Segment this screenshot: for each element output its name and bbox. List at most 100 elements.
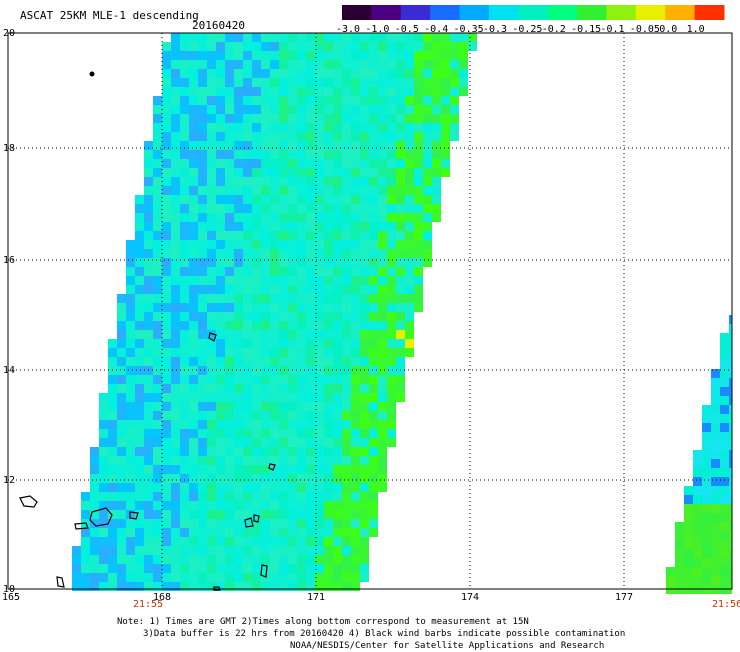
swath-cell [108, 546, 117, 555]
swath-cell [144, 339, 153, 348]
swath-cell [234, 411, 243, 420]
swath-cell [162, 78, 171, 87]
swath-cell [180, 456, 189, 465]
swath-cell [405, 69, 414, 78]
swath-cell [252, 447, 261, 456]
swath-cell [153, 168, 162, 177]
swath-cell [135, 375, 144, 384]
swath-cell [324, 528, 333, 537]
swath-cell [360, 393, 369, 402]
swath-main-cells [72, 33, 477, 591]
swath-cell [180, 564, 189, 573]
swath-cell [243, 474, 252, 483]
swath-cell [720, 414, 729, 423]
swath-cell [117, 474, 126, 483]
swath-cell [432, 195, 441, 204]
swath-cell [216, 510, 225, 519]
swath-cell [135, 195, 144, 204]
color-scale-label: -0.15 [571, 24, 602, 35]
swath-cell [225, 420, 234, 429]
swath-cell [144, 240, 153, 249]
swath-cell [378, 213, 387, 222]
swath-cell [225, 312, 234, 321]
swath-cell [459, 78, 468, 87]
swath-cell [351, 348, 360, 357]
swath-cell [117, 411, 126, 420]
swath-cell [684, 513, 693, 522]
swath-cell [144, 429, 153, 438]
swath-cell [324, 240, 333, 249]
swath-cell [288, 285, 297, 294]
swath-cell [396, 78, 405, 87]
swath-cell [252, 294, 261, 303]
swath-cell [351, 168, 360, 177]
swath-cell [288, 492, 297, 501]
swath-cell [234, 357, 243, 366]
swath-cell [288, 402, 297, 411]
swath-cell [369, 474, 378, 483]
swath-cell [315, 123, 324, 132]
swath-cell [261, 573, 270, 582]
swath-cell [216, 159, 225, 168]
swath-cell [297, 69, 306, 78]
swath-cell [423, 159, 432, 168]
swath-cell [306, 69, 315, 78]
swath-cell [432, 150, 441, 159]
swath-cell [270, 375, 279, 384]
swath-cell [189, 69, 198, 78]
swath-cell [351, 87, 360, 96]
swath-cell [306, 321, 315, 330]
swath-cell [189, 96, 198, 105]
swath-cell [684, 540, 693, 549]
swath-cell [207, 519, 216, 528]
swath-cell [162, 105, 171, 114]
swath-cell [441, 42, 450, 51]
swath-cell [135, 258, 144, 267]
swath-cell [423, 231, 432, 240]
swath-cell [720, 459, 729, 468]
swath-cell [117, 303, 126, 312]
swath-cell [81, 528, 90, 537]
swath-cell [270, 384, 279, 393]
swath-cell [144, 420, 153, 429]
swath-cell [729, 495, 732, 504]
swath-cell [423, 78, 432, 87]
longitude-label: 168 [153, 592, 172, 603]
swath-cell [333, 105, 342, 114]
swath-cell [684, 567, 693, 576]
swath-cell [306, 339, 315, 348]
swath-cell [189, 429, 198, 438]
swath-cell [162, 303, 171, 312]
swath-cell [315, 33, 324, 42]
swath-cell [279, 393, 288, 402]
swath-cell [234, 555, 243, 564]
swath-cell [225, 528, 234, 537]
swath-cell [279, 267, 288, 276]
swath-cell [261, 186, 270, 195]
swath-cell [387, 168, 396, 177]
swath-cell [351, 105, 360, 114]
swath-cell [378, 87, 387, 96]
swath-cell [279, 114, 288, 123]
swath-cell [324, 312, 333, 321]
swath-cell [126, 267, 135, 276]
swath-cell [225, 186, 234, 195]
swath-cell [144, 231, 153, 240]
swath-cell [378, 168, 387, 177]
swath-cell [324, 330, 333, 339]
swath-cell [324, 204, 333, 213]
swath-cell [396, 213, 405, 222]
swath-cell [252, 213, 261, 222]
swath-cell [702, 405, 711, 414]
swath-cell [162, 573, 171, 582]
swath-cell [333, 555, 342, 564]
swath-cell [684, 576, 693, 585]
swath-cell [252, 87, 261, 96]
latitude-label: 12 [3, 475, 16, 486]
swath-cell [702, 495, 711, 504]
swath-cell [297, 105, 306, 114]
swath-cell [360, 510, 369, 519]
swath-cell [261, 294, 270, 303]
swath-cell [252, 393, 261, 402]
swath-cell [270, 321, 279, 330]
